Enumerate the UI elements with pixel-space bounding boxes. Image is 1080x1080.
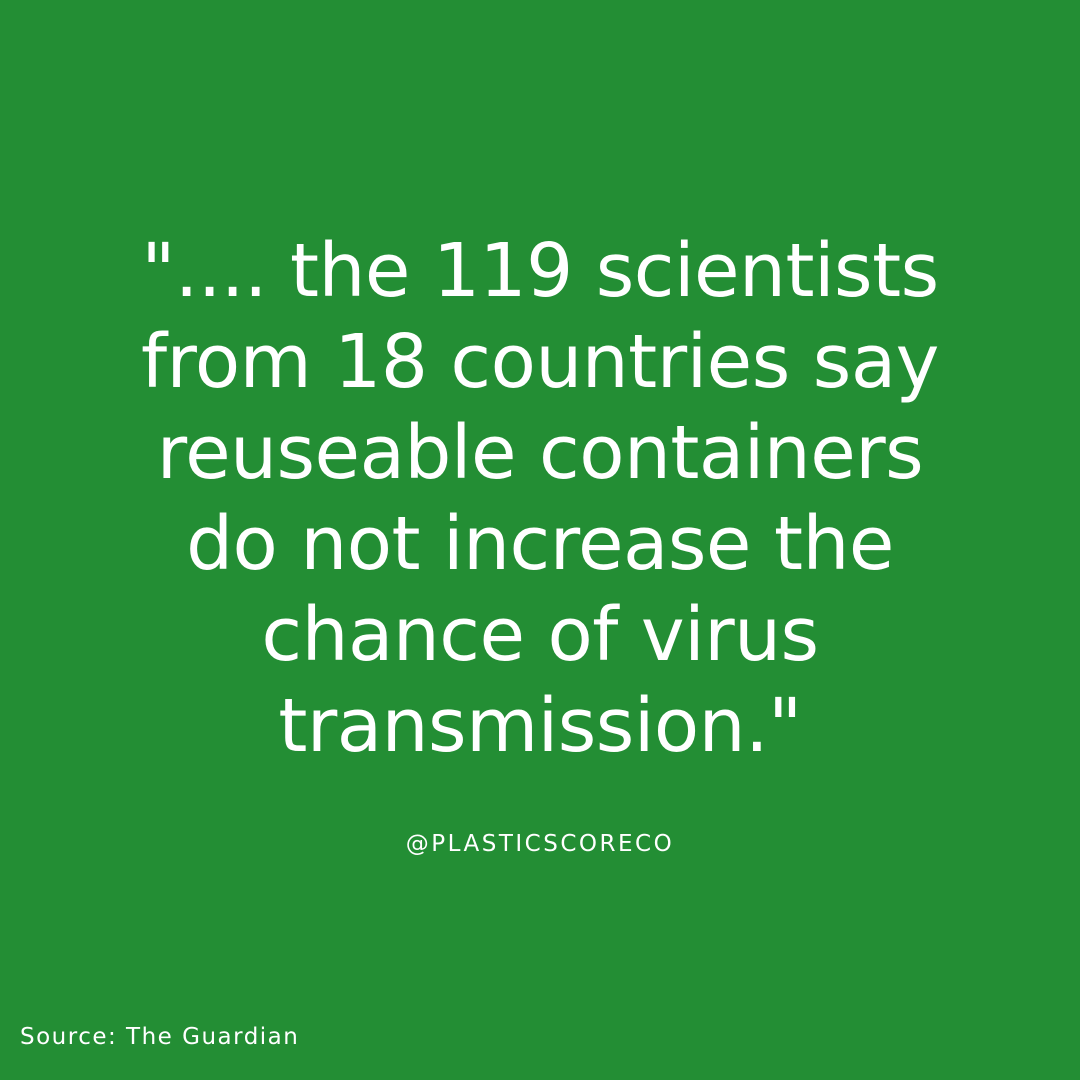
quote-line-2: from 18 countries say: [141, 319, 939, 405]
source-credit: Source: The Guardian: [20, 1024, 300, 1050]
social-handle: @PLASTICSCORECO: [405, 831, 675, 857]
quote-line-6: transmission.": [278, 683, 802, 769]
quote-text: ".... the 119 scientists from 18 countri…: [0, 226, 1080, 772]
quote-line-5: chance of virus: [261, 592, 819, 678]
quote-line-1: ".... the 119 scientists: [141, 228, 939, 314]
quote-line-3: reuseable containers: [156, 410, 924, 496]
quote-line-4: do not increase the: [186, 501, 894, 587]
